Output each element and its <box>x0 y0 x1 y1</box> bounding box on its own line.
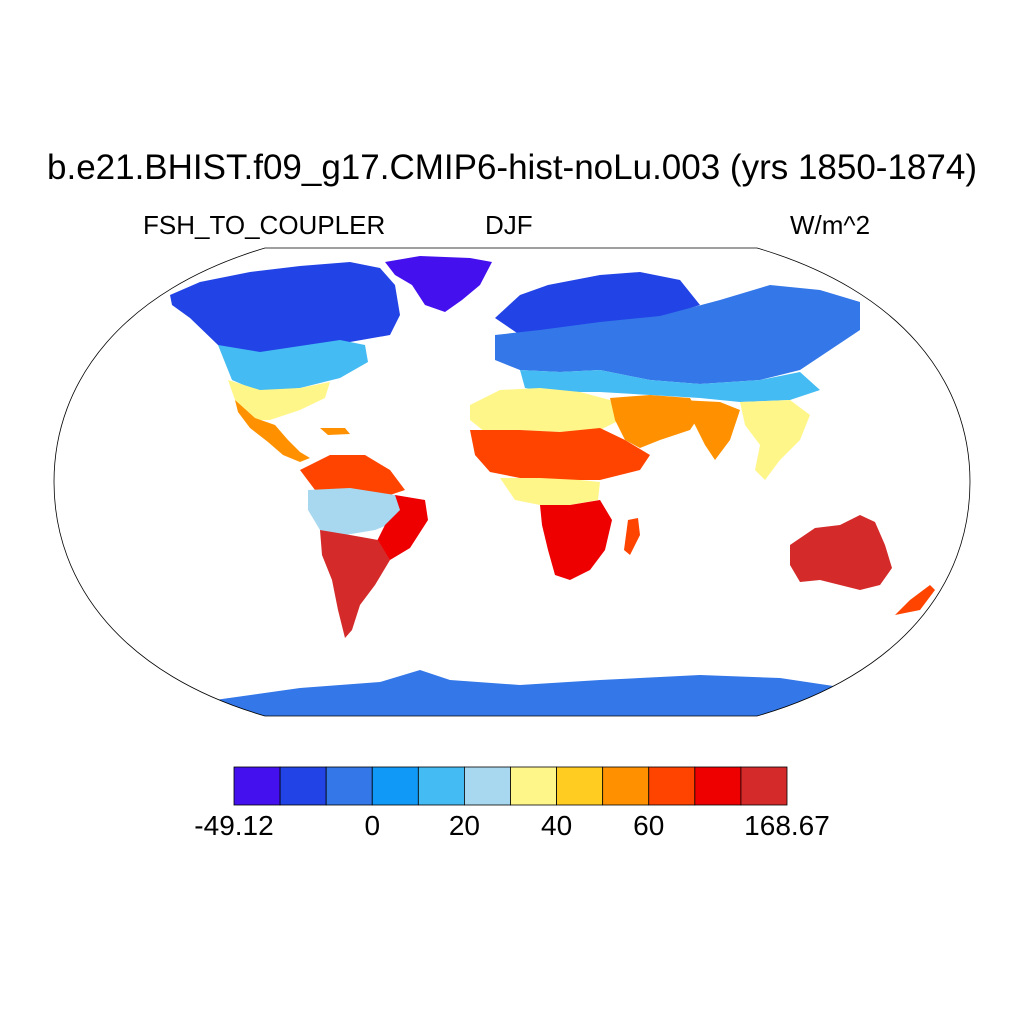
africa-south <box>540 500 612 580</box>
colorbar-box <box>648 766 696 806</box>
colorbar-box <box>417 766 465 806</box>
eurasia-central <box>495 285 860 384</box>
colorbar-box <box>740 766 788 806</box>
caribbean-region <box>320 428 350 435</box>
colorbar-tick-label: 60 <box>633 810 665 841</box>
colorbar-boxes <box>233 766 788 806</box>
africa-equatorial <box>500 478 600 505</box>
africa-sahel <box>470 428 650 480</box>
greenland-region <box>385 256 492 312</box>
colorbar-box <box>602 766 650 806</box>
south-america-east <box>375 495 428 560</box>
colorbar-tick-label: 40 <box>541 810 573 841</box>
colorbar-tick-label: 20 <box>448 810 480 841</box>
north-america-mid <box>218 340 368 392</box>
mexico-region <box>235 400 310 462</box>
colorbar-box <box>510 766 557 806</box>
colorbar-box <box>325 766 373 806</box>
south-america-south <box>320 530 390 638</box>
new-zealand-region <box>895 585 935 615</box>
asia-mid <box>520 370 820 402</box>
north-america-south <box>228 380 330 420</box>
variable-label: FSH_TO_COUPLER <box>143 210 386 240</box>
colorbar-box <box>279 766 327 806</box>
map-boundary <box>53 247 971 717</box>
middle-east-region <box>610 395 700 448</box>
africa-north <box>470 388 620 432</box>
colorbar-tick-label: 0 <box>364 810 381 841</box>
madagascar-region <box>624 518 640 555</box>
season-label: DJF <box>485 210 533 240</box>
plot-title: b.e21.BHIST.f09_g17.CMIP6-hist-noLu.003 … <box>47 148 977 187</box>
colorbar-tick-label: -49.12 <box>194 810 274 841</box>
colorbar-box <box>371 766 419 806</box>
colorbar-box <box>694 766 742 806</box>
south-america-north <box>300 455 405 495</box>
north-america-high <box>170 262 400 360</box>
south-america-mid <box>308 488 410 535</box>
india-region <box>680 400 740 460</box>
antarctica-region <box>215 670 900 716</box>
units-label: W/m^2 <box>790 210 871 240</box>
colorbar-box <box>233 766 281 806</box>
colorbar-box <box>556 766 604 806</box>
colorbar-tick-label: 168.67 <box>744 810 830 841</box>
map-fields <box>170 256 935 716</box>
colorbar-box <box>464 766 511 806</box>
southeast-asia-region <box>740 400 810 480</box>
australia-region <box>790 515 892 590</box>
